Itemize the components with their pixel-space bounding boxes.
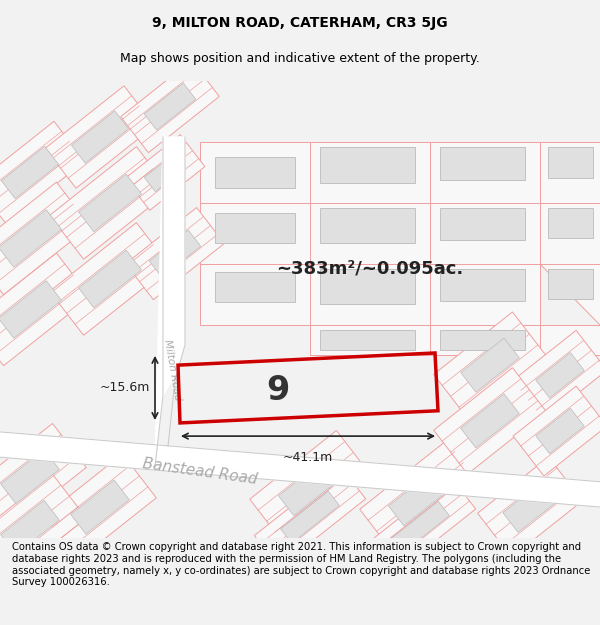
Polygon shape (364, 477, 476, 578)
Polygon shape (0, 281, 61, 338)
Polygon shape (1, 500, 59, 554)
Polygon shape (121, 61, 220, 152)
Text: ~41.1m: ~41.1m (283, 451, 333, 464)
Polygon shape (0, 431, 600, 507)
Polygon shape (478, 457, 583, 557)
Polygon shape (430, 203, 540, 264)
Polygon shape (540, 264, 600, 324)
Polygon shape (1, 146, 59, 199)
Polygon shape (71, 111, 128, 163)
Polygon shape (461, 338, 519, 392)
Polygon shape (434, 368, 547, 474)
Polygon shape (461, 394, 519, 448)
Bar (320, 208, 415, 244)
Polygon shape (79, 250, 142, 308)
Text: ~383m²/~0.095ac.: ~383m²/~0.095ac. (277, 260, 464, 278)
Polygon shape (0, 253, 90, 366)
Text: ~15.6m: ~15.6m (100, 381, 150, 394)
Polygon shape (144, 153, 186, 192)
Polygon shape (513, 386, 600, 476)
Polygon shape (254, 467, 365, 568)
Text: 9, MILTON ROAD, CATERHAM, CR3 5JG: 9, MILTON ROAD, CATERHAM, CR3 5JG (152, 16, 448, 30)
Polygon shape (540, 324, 600, 355)
Bar (548, 147, 593, 178)
Bar (215, 272, 295, 302)
Polygon shape (149, 230, 201, 277)
Polygon shape (389, 468, 451, 526)
Polygon shape (540, 142, 600, 203)
Text: Contains OS data © Crown copyright and database right 2021. This information is : Contains OS data © Crown copyright and d… (12, 542, 590, 587)
Text: Map shows position and indicative extent of the property.: Map shows position and indicative extent… (120, 52, 480, 65)
Text: Banstead Road: Banstead Road (142, 456, 259, 487)
Polygon shape (0, 474, 86, 581)
Bar (440, 329, 525, 350)
Polygon shape (0, 424, 86, 530)
Polygon shape (125, 208, 224, 299)
Polygon shape (430, 324, 540, 355)
Bar (320, 329, 415, 350)
Polygon shape (310, 203, 430, 264)
Polygon shape (430, 142, 540, 203)
Polygon shape (278, 458, 341, 516)
Polygon shape (125, 134, 205, 211)
Polygon shape (310, 324, 430, 355)
Polygon shape (503, 482, 557, 532)
Polygon shape (310, 142, 430, 203)
Bar (548, 269, 593, 299)
Polygon shape (434, 312, 547, 418)
Bar (215, 213, 295, 244)
Polygon shape (144, 83, 196, 130)
Polygon shape (310, 264, 430, 324)
Polygon shape (45, 86, 155, 188)
Polygon shape (391, 501, 449, 553)
Polygon shape (513, 331, 600, 420)
Bar (320, 269, 415, 304)
Polygon shape (200, 142, 310, 203)
Text: Milton Road: Milton Road (162, 339, 182, 401)
Polygon shape (1, 449, 59, 504)
Polygon shape (360, 441, 480, 553)
Text: 9: 9 (266, 374, 289, 408)
Polygon shape (281, 491, 340, 543)
Polygon shape (200, 203, 310, 264)
Polygon shape (0, 121, 85, 224)
Polygon shape (71, 480, 129, 534)
Bar (440, 147, 525, 179)
Polygon shape (200, 264, 310, 324)
Polygon shape (50, 147, 170, 259)
Polygon shape (44, 454, 157, 560)
Bar (440, 269, 525, 301)
Polygon shape (250, 431, 370, 543)
Polygon shape (536, 408, 584, 454)
Polygon shape (540, 203, 600, 264)
Polygon shape (79, 174, 142, 232)
Bar (440, 208, 525, 241)
Polygon shape (0, 209, 61, 267)
Bar (548, 208, 593, 238)
Polygon shape (50, 222, 170, 335)
Polygon shape (536, 352, 584, 398)
Bar (215, 158, 295, 188)
Bar (320, 147, 415, 182)
Polygon shape (0, 182, 90, 295)
Polygon shape (155, 137, 185, 466)
Polygon shape (430, 264, 540, 324)
